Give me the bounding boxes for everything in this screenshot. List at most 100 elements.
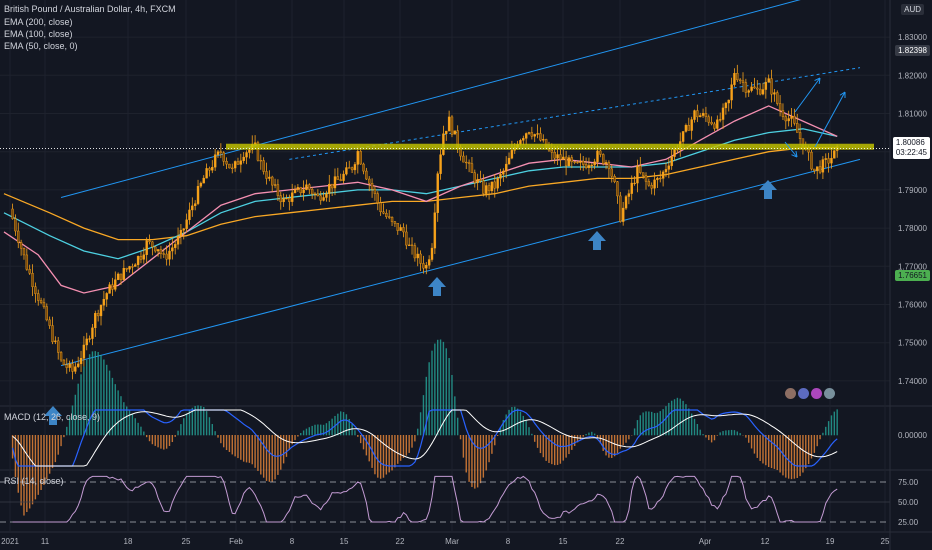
current-price-tag: 1.80086 03:22:45: [892, 137, 930, 159]
macd-histogram-bar: [174, 435, 176, 437]
candle-body: [296, 187, 300, 190]
candle-body: [182, 228, 185, 231]
candle-body: [228, 163, 231, 169]
candle-body: [704, 113, 708, 118]
candle-body: [453, 130, 457, 135]
macd-histogram-bar: [730, 429, 733, 436]
candle-body: [479, 179, 482, 181]
macd-histogram-bar: [14, 435, 17, 478]
macd-histogram-bar: [91, 351, 94, 436]
ema-50-legend[interactable]: EMA (50, close, 0): [4, 41, 78, 51]
candle-body: [25, 254, 29, 270]
candle-body: [413, 245, 417, 259]
macd-histogram-bar: [608, 435, 610, 458]
time-tick-label: Feb: [229, 537, 243, 546]
candle-body: [316, 193, 320, 196]
macd-histogram-bar: [311, 425, 313, 436]
macd-histogram-bar: [37, 435, 39, 495]
macd-histogram-bar: [699, 429, 701, 436]
candle-body: [262, 160, 265, 172]
support-arrow-2: [428, 277, 446, 296]
candle-body: [507, 157, 511, 165]
macd-legend[interactable]: MACD (12, 26, close, 9): [4, 412, 101, 422]
tool-icon-1[interactable]: [785, 388, 796, 399]
macd-histogram-bar: [368, 435, 370, 462]
candle-body: [647, 181, 651, 186]
candle-body: [582, 160, 585, 165]
macd-histogram-bar: [442, 341, 445, 436]
macd-histogram-bar: [571, 435, 573, 450]
macd-histogram-bar: [117, 390, 119, 436]
ema-100-legend[interactable]: EMA (100, close): [4, 29, 73, 39]
currency-label[interactable]: AUD: [901, 4, 924, 15]
drawing-toolbar-icons[interactable]: [785, 388, 835, 399]
projection-arrow-up-2: [814, 91, 846, 148]
candle-body: [579, 160, 582, 163]
candle-body: [596, 150, 599, 162]
macd-histogram-bar: [825, 426, 827, 436]
macd-histogram-bar: [708, 435, 710, 441]
macd-histogram-bar: [799, 435, 801, 477]
candle-body: [559, 154, 562, 160]
macd-histogram-bar: [154, 435, 156, 446]
macd-histogram-bar: [288, 435, 291, 451]
macd-histogram-bar: [74, 394, 77, 436]
macd-histogram-bar: [733, 430, 736, 436]
macd-histogram-bar: [770, 435, 773, 469]
candle-body: [225, 161, 228, 165]
time-tick-label: 2021: [1, 537, 19, 546]
resistance-zone[interactable]: [0, 143, 890, 150]
macd-histogram-bar: [591, 431, 593, 436]
macd-histogram-bar: [531, 433, 533, 436]
macd-histogram-bar: [710, 435, 713, 443]
macd-histogram-bar: [188, 409, 191, 436]
channel-lower-line: [60, 158, 861, 367]
macd-histogram-bar: [616, 435, 619, 454]
macd-histogram-bar: [183, 418, 185, 436]
macd-histogram-bar: [810, 435, 813, 459]
tool-icon-3[interactable]: [811, 388, 822, 399]
macd-histogram-bar: [748, 435, 750, 443]
time-tick-label: 12: [761, 537, 770, 546]
tool-icon-4[interactable]: [824, 388, 835, 399]
candle-body: [610, 168, 613, 177]
macd-histogram-bar: [280, 435, 282, 470]
chart-title[interactable]: British Pound / Australian Dollar, 4h, F…: [4, 4, 176, 14]
macd-histogram-bar: [331, 418, 333, 436]
macd-histogram-bar: [830, 415, 833, 436]
macd-histogram-bar: [80, 374, 82, 436]
macd-histogram-bar: [725, 430, 727, 436]
candle-body: [39, 300, 43, 303]
macd-line: [12, 409, 838, 467]
candle-body: [644, 175, 648, 182]
macd-histogram-bar: [180, 424, 182, 436]
macd-histogram-bar: [736, 431, 739, 436]
candle-body: [701, 113, 705, 116]
macd-histogram-bar: [265, 435, 268, 481]
macd-histogram-bar: [374, 435, 376, 475]
macd-histogram-bar: [225, 435, 228, 451]
macd-histogram-bar: [505, 414, 507, 436]
time-tick-label: 11: [41, 537, 50, 546]
candle-body: [136, 256, 140, 265]
support-arrow-1: [44, 406, 62, 425]
ema-200-legend[interactable]: EMA (200, close): [4, 17, 73, 27]
rsi-legend[interactable]: RSI (14, close): [4, 476, 64, 486]
tool-icon-2[interactable]: [798, 388, 809, 399]
candle-body: [747, 90, 750, 93]
time-tick-label: Apr: [699, 537, 712, 546]
candle-body: [82, 344, 86, 359]
macd-histogram-bar: [534, 435, 536, 442]
candle-body: [721, 107, 725, 120]
candle-body: [171, 247, 174, 252]
macd-histogram-bar: [128, 409, 131, 436]
candle-body: [393, 221, 397, 224]
macd-histogram-bar: [434, 343, 436, 436]
candle-body: [231, 167, 234, 169]
macd-histogram-bar: [508, 409, 510, 436]
macd-histogram-bar: [63, 435, 65, 438]
candle-body: [724, 102, 728, 109]
macd-histogram-bar: [345, 414, 348, 436]
macd-histogram-bar: [776, 435, 778, 471]
